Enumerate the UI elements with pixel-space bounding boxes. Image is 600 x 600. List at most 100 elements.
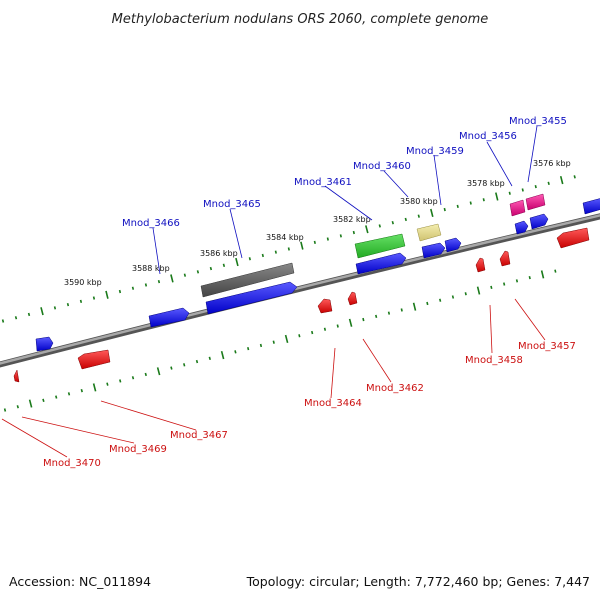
gene-forward[interactable] xyxy=(529,213,549,230)
scale-tick-major xyxy=(559,176,564,185)
scale-tick-minor xyxy=(313,240,316,244)
gene-forward[interactable] xyxy=(514,220,529,235)
scale-tick-minor xyxy=(27,312,31,317)
scale-tick-minor xyxy=(439,298,442,302)
scale-tick-minor xyxy=(521,188,524,192)
gene-forward[interactable] xyxy=(444,237,462,253)
gene-label-mnod-3461[interactable]: Mnod_3461 xyxy=(294,177,352,188)
scale-tick-major xyxy=(220,351,225,360)
scale-label-3578: 3578 kbp xyxy=(467,179,505,188)
scale-tick-major xyxy=(430,208,434,217)
scale-tick-major xyxy=(284,334,289,344)
scale-tick-minor xyxy=(339,234,342,238)
gene-reverse[interactable] xyxy=(556,227,590,249)
scale-tick-minor xyxy=(195,359,199,364)
gene-label-mnod-3456[interactable]: Mnod_3456 xyxy=(459,131,517,142)
gene-label-mnod-3466[interactable]: Mnod_3466 xyxy=(122,218,180,229)
scale-tick-minor xyxy=(118,289,122,294)
scale-tick-minor xyxy=(298,334,301,338)
gene-label-mnod-3458[interactable]: Mnod_3458 xyxy=(465,355,523,366)
gene-reverse[interactable] xyxy=(13,369,20,383)
gene-label-mnod-3457[interactable]: Mnod_3457 xyxy=(518,341,576,352)
scale-label-3588: 3588 kbp xyxy=(132,264,170,273)
scale-tick-minor xyxy=(426,301,429,306)
gene-reverse[interactable] xyxy=(317,298,333,314)
gene-reverse[interactable] xyxy=(77,349,111,370)
gene-forward[interactable] xyxy=(205,281,298,315)
scale-tick-minor xyxy=(80,388,83,393)
scale-tick-minor xyxy=(391,220,394,225)
scale-tick-minor xyxy=(131,286,135,290)
scale-tick-minor xyxy=(336,324,339,328)
scale-tick-minor xyxy=(55,395,58,399)
scale-label-3580: 3580 kbp xyxy=(400,197,438,206)
gene-pink[interactable] xyxy=(525,193,546,211)
gene-rna[interactable] xyxy=(200,262,295,298)
scale-tick-minor xyxy=(417,214,420,218)
scale-tick-major xyxy=(235,257,239,267)
gene-reverse[interactable] xyxy=(347,291,358,306)
scale-label-3590: 3590 kbp xyxy=(64,278,102,287)
gene-forward[interactable] xyxy=(355,252,407,275)
scale-tick-major xyxy=(300,241,304,250)
gene-reverse[interactable] xyxy=(475,257,486,273)
scale-tick-minor xyxy=(490,285,493,289)
scale-tick-minor xyxy=(106,382,109,386)
gene-green[interactable] xyxy=(354,233,406,259)
scale-label-3576: 3576 kbp xyxy=(533,159,571,168)
scale-tick-minor xyxy=(208,356,211,361)
genome-backbone xyxy=(0,213,600,368)
gene-forward[interactable] xyxy=(35,336,54,352)
label-leaders-bottom xyxy=(1,298,546,458)
gene-forward[interactable] xyxy=(421,242,446,259)
scale-label-3582: 3582 kbp xyxy=(333,215,371,224)
scale-tick-major xyxy=(495,192,499,201)
scale-tick-major xyxy=(170,274,174,283)
scale-tick-minor xyxy=(209,266,213,271)
gene-label-mnod-3469[interactable]: Mnod_3469 xyxy=(109,444,167,455)
gene-label-mnod-3465[interactable]: Mnod_3465 xyxy=(203,199,261,210)
scale-tick-minor xyxy=(157,280,161,284)
gene-label-mnod-3467[interactable]: Mnod_3467 xyxy=(170,430,228,441)
gene-pink[interactable] xyxy=(509,199,526,217)
gene-label-mnod-3459[interactable]: Mnod_3459 xyxy=(406,146,464,157)
scale-tick-minor xyxy=(183,273,187,277)
gene-label-mnod-3462[interactable]: Mnod_3462 xyxy=(366,383,424,394)
gene-forward[interactable] xyxy=(582,198,600,215)
scale-tick-minor xyxy=(53,306,57,310)
scale-tick-minor xyxy=(547,181,550,186)
gene-label-mnod-3470[interactable]: Mnod_3470 xyxy=(43,458,101,469)
scale-tick-major xyxy=(28,399,33,408)
scale-tick-minor xyxy=(170,366,173,370)
scale-tick-minor xyxy=(404,217,407,222)
gene-forward[interactable] xyxy=(148,307,190,328)
scale-tick-minor xyxy=(287,247,290,251)
scale-tick-minor xyxy=(92,296,96,300)
scale-tick-minor xyxy=(234,350,237,354)
gene-reverse[interactable] xyxy=(499,250,511,267)
scale-tick-minor xyxy=(67,392,71,396)
scale-tick-major xyxy=(92,383,97,392)
scale-tick-minor xyxy=(503,282,506,286)
scale-tick-minor xyxy=(144,283,148,287)
scale-tick-minor xyxy=(274,250,277,254)
scale-tick-minor xyxy=(42,398,45,403)
scale-tick-minor xyxy=(14,316,18,320)
gene-label-mnod-3455[interactable]: Mnod_3455 xyxy=(509,116,567,127)
scale-tick-minor xyxy=(573,175,576,179)
scale-tick-major xyxy=(540,270,545,279)
scale-tick-minor xyxy=(3,408,7,412)
gene-labels-bottom: Mnod_3470 Mnod_3469 Mnod_3467 Mnod_3464 … xyxy=(43,341,576,469)
scale-tick-minor xyxy=(196,270,200,274)
scale-label-3586: 3586 kbp xyxy=(200,249,238,258)
scale-ticks-outer xyxy=(1,175,576,323)
scale-tick-minor xyxy=(323,327,327,331)
gene-labels-top: Mnod_3466 Mnod_3465 Mnod_3461 Mnod_3460 … xyxy=(122,116,567,229)
gene-yellow[interactable] xyxy=(416,223,442,242)
gene-label-mnod-3460[interactable]: Mnod_3460 xyxy=(353,161,411,172)
scale-ticks-inner xyxy=(3,269,557,412)
scale-tick-minor xyxy=(248,257,251,261)
scale-tick-major xyxy=(40,307,44,316)
gene-label-mnod-3464[interactable]: Mnod_3464 xyxy=(304,398,362,409)
